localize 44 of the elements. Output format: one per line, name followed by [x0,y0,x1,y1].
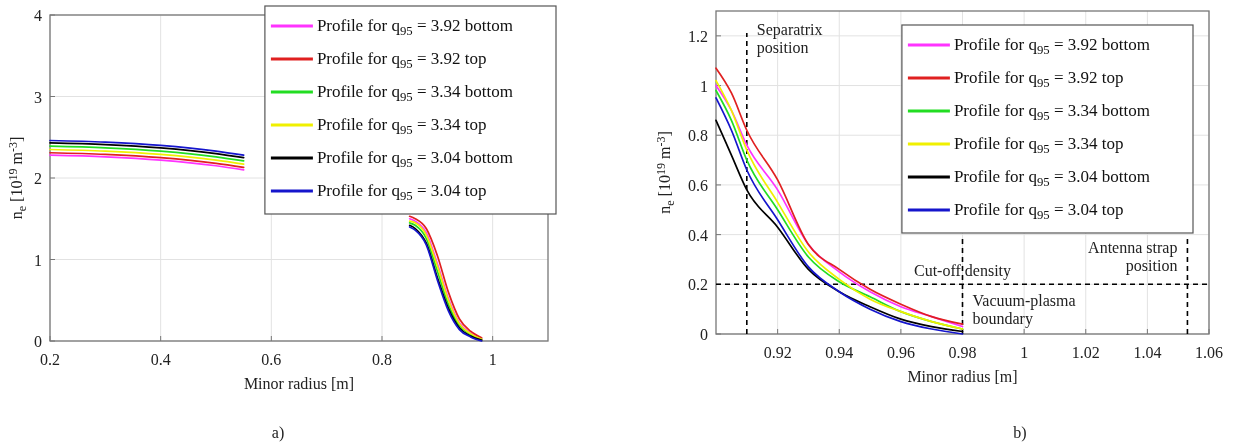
legend-label: Profile for q$_{95}$ = 3.04 bottom [953,167,1151,189]
legend-label: Profile for q$_{95}$ = 3.34 bottom [953,101,1151,123]
y-tick-label: 0.4 [688,226,708,244]
y-tick-label: 3 [34,88,42,106]
ref-line-label: Vacuum-plasma boundary [972,292,1076,328]
legend-label: Profile for q$_{95}$ = 3.04 top [316,181,487,203]
x-axis-title: Minor radius [m] [907,368,1018,385]
y-tick-label: 4 [34,7,42,24]
y-tick-label: 1 [700,77,708,95]
legend-label: Profile for q$_{95}$ = 3.34 bottom [316,82,514,104]
legend-label: Profile for q$_{95}$ = 3.04 top [953,200,1124,222]
legend-label: Profile for q$_{95}$ = 3.92 bottom [953,35,1151,57]
legend-label: Profile for q$_{95}$ = 3.34 top [953,134,1124,156]
legend-label: Profile for q$_{95}$ = 3.92 bottom [316,16,514,38]
text: b) [1013,424,1027,442]
x-axis-title: Minor radius [m] [243,375,355,392]
x-tick-label: 0.8 [372,351,392,368]
text: a) [271,424,285,442]
y-tick-label: 0 [700,326,708,343]
x-tick-label: 1.04 [1133,344,1162,361]
ref-line-label: Cut-off density [913,262,1012,281]
x-tick-label: 0.4 [150,351,171,368]
x-tick-label: 1 [1020,344,1029,361]
legend-label: Profile for q$_{95}$ = 3.92 top [316,49,487,71]
x-tick-label: 1 [488,351,497,368]
legend-label: Profile for q$_{95}$ = 3.04 bottom [316,148,514,170]
y-tick-label: 0.6 [688,176,708,194]
legend-label: Profile for q$_{95}$ = 3.34 top [316,115,487,137]
y-tick-label: 1.2 [688,27,708,45]
x-tick-label: 0.98 [948,344,977,361]
ref-line-label: Separatrix position [756,21,823,57]
x-tick-label: 1.06 [1195,344,1223,361]
y-tick-label: 0.8 [688,127,708,145]
x-tick-label: 0.92 [763,344,792,361]
x-tick-label: 1.02 [1071,344,1100,361]
y-tick-label: 1 [34,251,42,269]
x-tick-label: 0.94 [825,344,854,361]
y-tick-label: 2 [34,170,42,187]
x-tick-label: 0.96 [886,344,915,361]
y-tick-label: 0 [34,333,42,350]
ref-line-label: Antenna strap position [1088,239,1178,275]
y-tick-label: 0.2 [688,276,708,294]
x-tick-label: 0.6 [261,351,282,368]
legend-label: Profile for q$_{95}$ = 3.92 top [953,68,1124,90]
